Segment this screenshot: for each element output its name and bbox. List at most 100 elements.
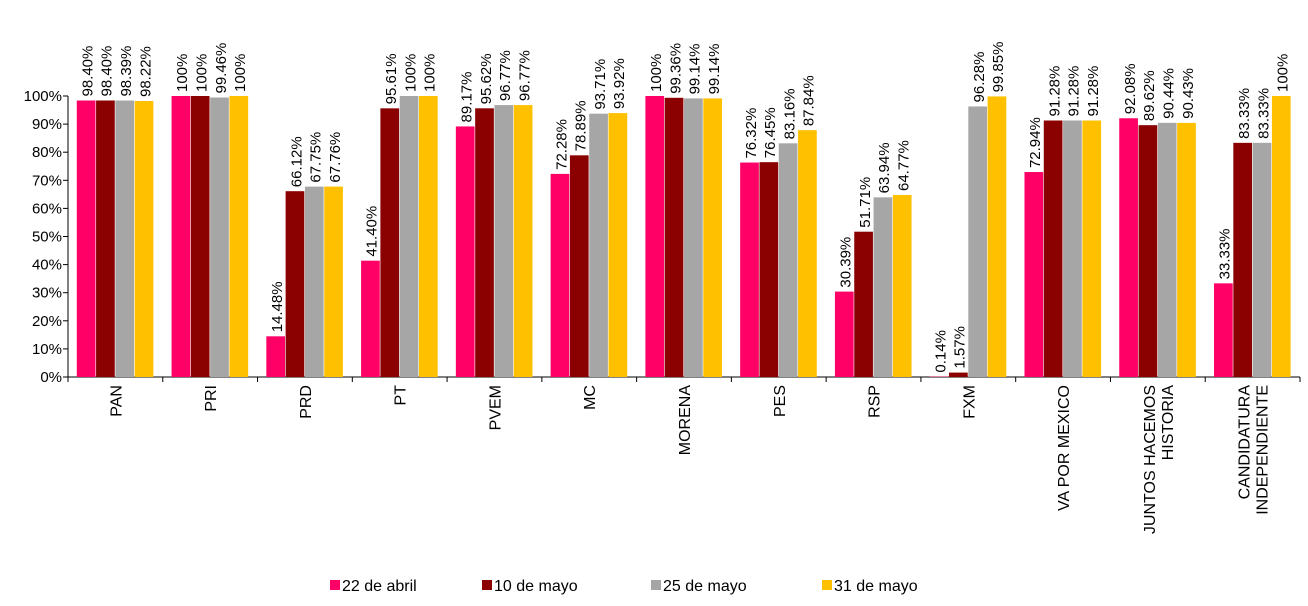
category-label: PVEM	[487, 385, 504, 430]
category-label-line: PRD	[298, 385, 315, 419]
bar	[135, 101, 154, 377]
data-label: 0.14%	[932, 330, 949, 373]
y-tick-label: 30%	[32, 285, 62, 302]
bar	[1082, 121, 1101, 378]
bar	[286, 191, 305, 377]
data-label: 91.28%	[1066, 66, 1083, 117]
bar	[1253, 143, 1272, 377]
data-label: 95.62%	[478, 53, 495, 104]
bar	[400, 96, 419, 377]
bar	[779, 143, 798, 377]
bar	[1044, 121, 1063, 378]
bar	[1214, 283, 1233, 377]
category-label-line: JUNTOS HACEMOS	[1142, 385, 1159, 534]
bar	[324, 187, 343, 377]
category-label-line: PRI	[203, 385, 220, 412]
data-label: 41.40%	[364, 206, 381, 257]
data-label: 100%	[422, 54, 439, 92]
category-label: PES	[772, 385, 789, 417]
category-label-line: RSP	[867, 385, 884, 418]
category-label-line: PAN	[108, 385, 125, 417]
data-label: 92.08%	[1122, 63, 1139, 114]
bar	[361, 261, 380, 377]
category-label: PRI	[203, 385, 220, 412]
data-label: 99.36%	[667, 43, 684, 94]
data-label: 99.14%	[706, 44, 723, 95]
bar	[1063, 121, 1082, 378]
y-tick-label: 50%	[32, 229, 62, 246]
data-label: 51.71%	[857, 177, 874, 228]
bar	[949, 373, 968, 377]
category-label-line: CANDIDATURA	[1237, 385, 1254, 500]
bar	[380, 108, 399, 377]
bar	[645, 96, 664, 377]
legend-swatch	[822, 580, 832, 590]
data-label: 83.16%	[781, 88, 798, 139]
category-label: PAN	[108, 385, 125, 417]
y-tick-label: 90%	[32, 116, 62, 133]
data-label: 72.94%	[1027, 117, 1044, 168]
category-label: VA POR MEXICO	[1056, 385, 1073, 511]
bar	[475, 108, 494, 377]
bar	[798, 130, 817, 377]
data-label: 100%	[402, 54, 419, 92]
data-label: 96.77%	[516, 50, 533, 101]
data-label: 91.28%	[1046, 66, 1063, 117]
legend-swatch	[482, 580, 492, 590]
category-label: MC	[582, 385, 599, 410]
bar	[589, 114, 608, 377]
legend-swatch	[651, 580, 661, 590]
bar	[874, 197, 893, 377]
category-label-line: MORENA	[677, 385, 694, 456]
bar	[703, 98, 722, 377]
bar	[854, 232, 873, 377]
bar	[988, 96, 1007, 377]
bar	[305, 187, 324, 377]
bar	[835, 292, 854, 377]
data-label: 64.77%	[895, 140, 912, 191]
data-label: 89.62%	[1141, 70, 1158, 121]
data-label: 91.28%	[1085, 66, 1102, 117]
y-tick-label: 10%	[32, 341, 62, 358]
legend-swatch	[330, 580, 340, 590]
category-label-line: PVEM	[487, 385, 504, 430]
bar	[740, 163, 759, 377]
bar	[1158, 123, 1177, 377]
category-label: PT	[393, 385, 410, 406]
category-label-line: MC	[582, 385, 599, 410]
bar	[1233, 143, 1252, 377]
bar	[1139, 125, 1158, 377]
data-label: 100%	[1275, 54, 1292, 92]
bar	[684, 98, 703, 377]
data-label: 72.28%	[553, 119, 570, 170]
data-label: 67.75%	[308, 132, 325, 183]
bar	[893, 195, 912, 377]
bar	[514, 105, 533, 377]
data-label: 96.77%	[497, 50, 514, 101]
data-label: 78.89%	[573, 100, 590, 151]
legend-label: 25 de mayo	[663, 578, 747, 595]
y-tick-label: 20%	[32, 313, 62, 330]
y-tick-label: 0%	[40, 369, 62, 386]
bar	[1119, 118, 1138, 377]
bar	[1272, 96, 1291, 377]
data-label: 98.22%	[137, 46, 154, 97]
bar	[172, 96, 191, 377]
bar	[570, 155, 589, 377]
data-label: 98.40%	[79, 46, 96, 97]
bar	[1024, 172, 1043, 377]
data-label: 67.76%	[327, 132, 344, 183]
bar	[759, 162, 778, 377]
bar	[968, 106, 987, 377]
data-label: 98.40%	[99, 46, 116, 97]
data-label: 30.39%	[838, 237, 855, 288]
data-label: 83.33%	[1255, 88, 1272, 139]
category-label: RSP	[867, 385, 884, 418]
bar	[96, 101, 115, 378]
data-label: 76.32%	[743, 108, 760, 159]
data-label: 99.14%	[687, 44, 704, 95]
data-label: 93.71%	[592, 59, 609, 110]
